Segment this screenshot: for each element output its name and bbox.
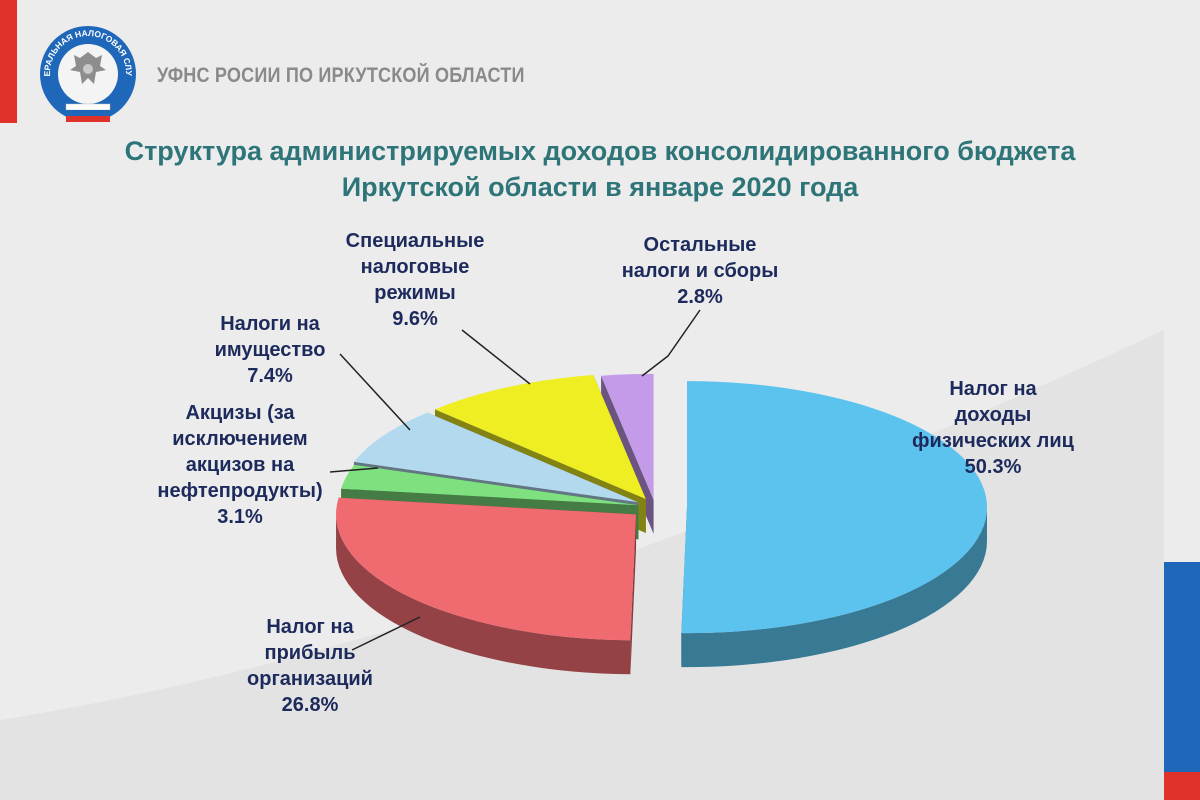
slice-1 bbox=[336, 497, 637, 675]
slice-label-3-line-1: имущество bbox=[214, 339, 326, 361]
slice-label-4: Специальные налоговые режимы 9.6% bbox=[320, 228, 510, 332]
slice-label-5-line-0: Остальные bbox=[643, 234, 757, 256]
left-accent-stripe bbox=[0, 0, 17, 123]
slice-label-0: Налог на доходы физических лиц 50.3% bbox=[888, 376, 1098, 480]
leader-line-3 bbox=[329, 467, 379, 473]
slice-1-top bbox=[336, 497, 637, 641]
slice-4-top bbox=[435, 374, 646, 500]
slice-value-label-4: 9.6% bbox=[392, 308, 438, 330]
leader-line-2 bbox=[339, 353, 411, 431]
slice-label-1-line-0: Налог на bbox=[266, 616, 354, 638]
slice-0-top bbox=[681, 381, 987, 634]
slice-label-2: Акцизы (за исключением акцизов на нефтепрод… bbox=[135, 400, 345, 530]
slice-label-5-line-1: налоги и сборы bbox=[621, 260, 779, 282]
slice-value-label-5: 2.8% bbox=[677, 286, 723, 308]
slice-label-1-line-2: организаций bbox=[247, 668, 373, 690]
chart-title-line-2: Иркутской области в январе 2020 года bbox=[341, 172, 859, 202]
leader-line-0 bbox=[461, 329, 531, 385]
slice-label-0-line-0: Налог на bbox=[949, 378, 1037, 400]
slice-1-rim bbox=[336, 514, 631, 675]
leader-line-4 bbox=[351, 616, 421, 651]
right-accent-stripe-blue bbox=[1164, 562, 1200, 772]
slice-label-2-line-2: акцизов на bbox=[185, 454, 295, 476]
chart-title: Структура администрируемых доходов консо… bbox=[0, 133, 1200, 205]
right-accent-stripe-red bbox=[1164, 772, 1200, 800]
slice-0 bbox=[681, 381, 987, 668]
fns-emblem-logo: ФЕДЕРАЛЬНАЯ НАЛОГОВАЯ СЛУЖБА bbox=[36, 22, 136, 122]
slice-value-label-3: 7.4% bbox=[247, 365, 293, 387]
leader-line-1 bbox=[641, 309, 701, 377]
slice-label-0-line-1: доходы bbox=[954, 404, 1032, 426]
slice-label-1: Налог на прибыль организаций 26.8% bbox=[215, 614, 405, 718]
slice-label-3-line-0: Налоги на bbox=[220, 313, 320, 335]
slice-label-2-line-0: Акцизы (за bbox=[185, 402, 295, 424]
slice-value-label-2: 3.1% bbox=[217, 506, 263, 528]
slice-label-3: Налоги на имущество 7.4% bbox=[195, 311, 345, 389]
slice-label-4-line-1: налоговые bbox=[360, 256, 470, 278]
slice-value-label-1: 26.8% bbox=[281, 694, 339, 716]
slice-label-4-line-2: режимы bbox=[374, 282, 456, 304]
slice-label-1-line-1: прибыль bbox=[264, 642, 356, 664]
slice-5-top bbox=[601, 373, 654, 500]
org-name: УФНС РОСИИ ПО ИРКУТСКОЙ ОБЛАСТИ bbox=[157, 64, 525, 87]
slice-label-2-line-1: исключением bbox=[172, 428, 308, 450]
chart-title-line-1: Структура администрируемых доходов консо… bbox=[124, 136, 1076, 166]
slice-label-2-line-3: нефтепродукты) bbox=[157, 480, 323, 502]
slice-label-0-line-2: физических лиц bbox=[912, 430, 1074, 452]
slice-label-5: Остальные налоги и сборы 2.8% bbox=[600, 232, 800, 310]
slice-3-top bbox=[353, 412, 639, 503]
slice-2-top bbox=[341, 464, 639, 506]
slice-value-label-0: 50.3% bbox=[964, 456, 1022, 478]
slice-1-side-a bbox=[630, 514, 637, 675]
slice-label-4-line-0: Специальные bbox=[345, 230, 485, 252]
slice-0-rim bbox=[681, 507, 987, 668]
